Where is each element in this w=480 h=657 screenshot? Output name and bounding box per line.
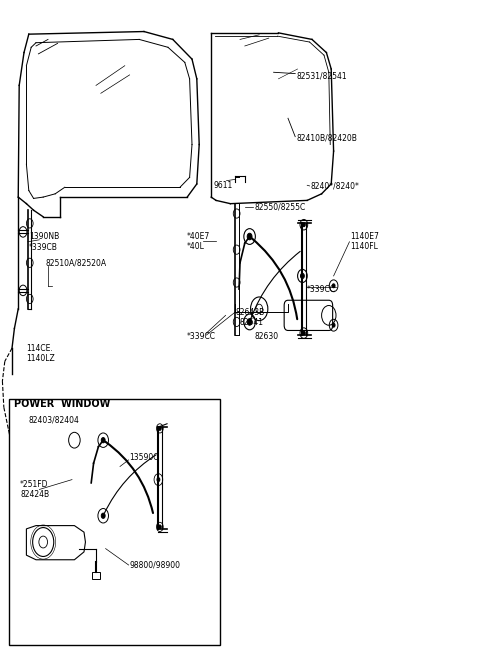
- Circle shape: [332, 284, 335, 288]
- Text: 82403/82404: 82403/82404: [29, 416, 80, 425]
- Text: 9611: 9611: [214, 181, 233, 191]
- Circle shape: [158, 426, 161, 430]
- Circle shape: [101, 513, 105, 518]
- Text: 1140LZ: 1140LZ: [26, 353, 55, 363]
- Circle shape: [247, 319, 252, 325]
- Text: 8240*/8240*: 8240*/8240*: [311, 181, 360, 191]
- Text: 82510A/82520A: 82510A/82520A: [46, 258, 107, 267]
- Circle shape: [332, 323, 335, 327]
- Text: *40E7: *40E7: [187, 232, 210, 241]
- Text: 82630: 82630: [254, 332, 278, 341]
- Text: 82424B: 82424B: [20, 490, 49, 499]
- Circle shape: [157, 478, 160, 482]
- Text: POWER  WINDOW: POWER WINDOW: [14, 399, 111, 409]
- Text: 1390NB: 1390NB: [29, 232, 59, 241]
- Text: *339CC: *339CC: [307, 284, 336, 294]
- Circle shape: [300, 273, 304, 279]
- Circle shape: [302, 331, 305, 335]
- Circle shape: [101, 438, 105, 443]
- Text: 82641: 82641: [239, 318, 263, 327]
- Text: 98800/98900: 98800/98900: [130, 560, 180, 570]
- Circle shape: [302, 223, 305, 227]
- Text: *339CC: *339CC: [187, 332, 216, 341]
- Text: 82643B: 82643B: [235, 307, 264, 317]
- FancyBboxPatch shape: [9, 399, 220, 645]
- Text: *40L: *40L: [187, 242, 205, 251]
- Text: 82531/82541: 82531/82541: [296, 71, 347, 80]
- Text: 13590C: 13590C: [130, 453, 159, 463]
- Text: 82410B/82420B: 82410B/82420B: [296, 133, 357, 143]
- Circle shape: [247, 233, 252, 240]
- Text: 82550/8255C: 82550/8255C: [254, 202, 306, 212]
- Text: 1140E7: 1140E7: [350, 232, 379, 241]
- Text: *251FD: *251FD: [20, 480, 48, 489]
- Text: 1140FL: 1140FL: [350, 242, 378, 251]
- Circle shape: [158, 525, 161, 529]
- Text: 114CE.: 114CE.: [26, 344, 53, 353]
- Text: *339CB: *339CB: [29, 242, 58, 252]
